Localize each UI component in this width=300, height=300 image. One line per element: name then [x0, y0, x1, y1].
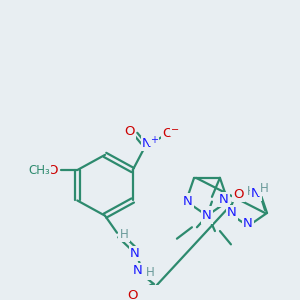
- Text: N: N: [251, 187, 261, 200]
- Text: N: N: [202, 207, 212, 220]
- Text: N: N: [142, 137, 152, 150]
- Text: O: O: [128, 289, 138, 300]
- Text: O: O: [47, 164, 58, 177]
- Text: H: H: [247, 184, 255, 198]
- Text: N: N: [219, 193, 229, 206]
- Text: O: O: [233, 188, 244, 201]
- Text: H: H: [120, 228, 128, 241]
- Text: N: N: [133, 264, 143, 277]
- Text: N: N: [130, 247, 140, 260]
- Text: O: O: [124, 124, 135, 138]
- Text: N: N: [227, 206, 237, 220]
- Text: H: H: [146, 266, 154, 279]
- Text: N: N: [183, 195, 193, 208]
- Text: −: −: [171, 125, 179, 135]
- Text: O: O: [163, 128, 173, 140]
- Text: N: N: [202, 209, 212, 222]
- Text: CH₃: CH₃: [28, 164, 50, 177]
- Text: H: H: [260, 182, 268, 195]
- Text: +: +: [150, 135, 158, 145]
- Text: N: N: [243, 217, 253, 230]
